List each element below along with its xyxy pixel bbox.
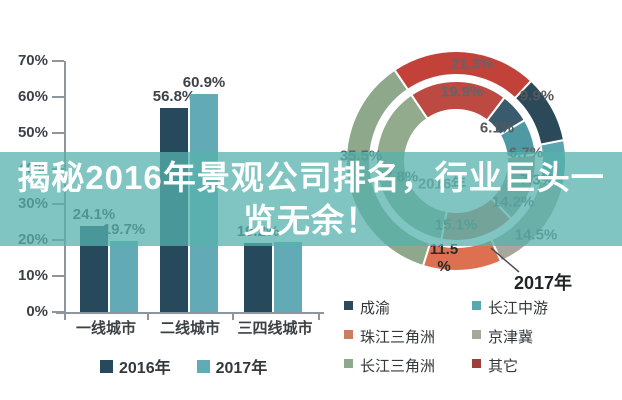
legend-item-changsanjiao: 长江三角洲	[344, 355, 472, 376]
legend-swatch-zhujiang	[344, 330, 353, 339]
legend-label-chengyu: 成渝	[360, 300, 391, 317]
outer-ring-year-callout: 2017年	[514, 273, 573, 293]
bar-value-label: 60.9%	[182, 73, 226, 91]
legend-item-2016: 2016年	[100, 354, 171, 378]
callout-line	[490, 247, 520, 273]
legend-label-2016: 2016年	[119, 360, 171, 377]
donut-label-outer-qita: 21.3%	[450, 55, 494, 73]
page-title-line1: 揭秘2016年景观公司排名，行业巨头一	[17, 159, 605, 196]
legend-item-2017: 2017年	[196, 354, 268, 378]
bar-chart-legend: 2016年 2017年	[100, 354, 267, 378]
y-axis-tick-label: 60%	[17, 88, 48, 105]
legend-label-changsanjiao: 长江三角洲	[360, 358, 436, 375]
legend-swatch-changsanjiao	[344, 359, 353, 368]
donut-label-outer-chengyu: 9.9%	[519, 87, 555, 105]
legend-item-zhujiang: 珠江三角洲	[344, 326, 472, 347]
x-axis-category-label: 三四线城市	[237, 320, 313, 337]
bar-2017-tier3	[274, 242, 302, 312]
x-axis-tick-mark	[232, 312, 234, 320]
donut-segment-inner-其它	[409, 80, 506, 122]
x-axis-category-label: 一线城市	[75, 320, 136, 337]
y-axis-tick-mark	[52, 275, 64, 277]
donut-segment-outer-其它	[393, 50, 533, 100]
x-axis-tick-mark	[64, 312, 66, 320]
legend-swatch-jingjinji	[472, 330, 481, 339]
y-axis-tick-mark	[52, 132, 64, 134]
legend-swatch-qita	[472, 359, 481, 368]
legend-item-qita: 其它	[472, 355, 548, 376]
legend-item-jingjinji: 京津冀	[472, 326, 548, 347]
x-axis-category-label: 二线城市	[159, 320, 220, 337]
legend-item-changjiangzhongyou: 长江中游	[472, 297, 548, 318]
donut-segment-inner-成渝	[485, 96, 527, 137]
legend-swatch-changjiangzhongyou	[472, 301, 481, 310]
donut-segment-outer-成渝	[513, 79, 566, 146]
x-axis-tick-mark	[147, 312, 149, 320]
legend-label-changjiangzhongyou: 长江中游	[488, 300, 549, 317]
legend-swatch-2016	[100, 359, 113, 373]
y-axis-tick-label: 70%	[17, 52, 48, 69]
y-axis-tick-label: 0%	[26, 303, 48, 320]
bar-2017-tier1	[110, 241, 138, 312]
donut-label-inner-qita: 19.9%	[440, 83, 484, 101]
donut-label-outer-zhujiang-percent: %	[437, 258, 451, 275]
page-title-line2: 览无余！	[243, 202, 379, 239]
x-axis-tick-mark	[318, 312, 320, 320]
donut-chart-legend: 成渝 长江中游 珠江三角洲 京津冀 长江三角洲 其它	[344, 297, 548, 376]
donut-label-inner-chengyu: 6.1%	[479, 119, 515, 137]
legend-label-qita: 其它	[488, 358, 519, 375]
x-axis-line	[56, 312, 324, 314]
y-axis-tick-mark	[52, 96, 64, 98]
legend-item-chengyu: 成渝	[344, 297, 472, 318]
legend-swatch-2017	[196, 359, 210, 373]
legend-swatch-chengyu	[344, 301, 353, 310]
y-axis-tick-label: 10%	[17, 267, 48, 284]
legend-label-zhujiang: 珠江三角洲	[360, 329, 436, 346]
y-axis-tick-mark	[52, 60, 64, 62]
legend-label-2017: 2017年	[215, 360, 268, 377]
bar-value-label: 56.8%	[152, 88, 196, 106]
donut-label-outer-zhujiang: 11.5%	[430, 241, 458, 275]
legend-label-jingjinji: 京津冀	[488, 329, 534, 346]
y-axis-tick-label: 50%	[17, 124, 48, 141]
bar-2016-tier3	[244, 243, 272, 312]
title-overlay-band: 揭秘2016年景观公司排名，行业巨头一 览无余！	[0, 152, 622, 246]
